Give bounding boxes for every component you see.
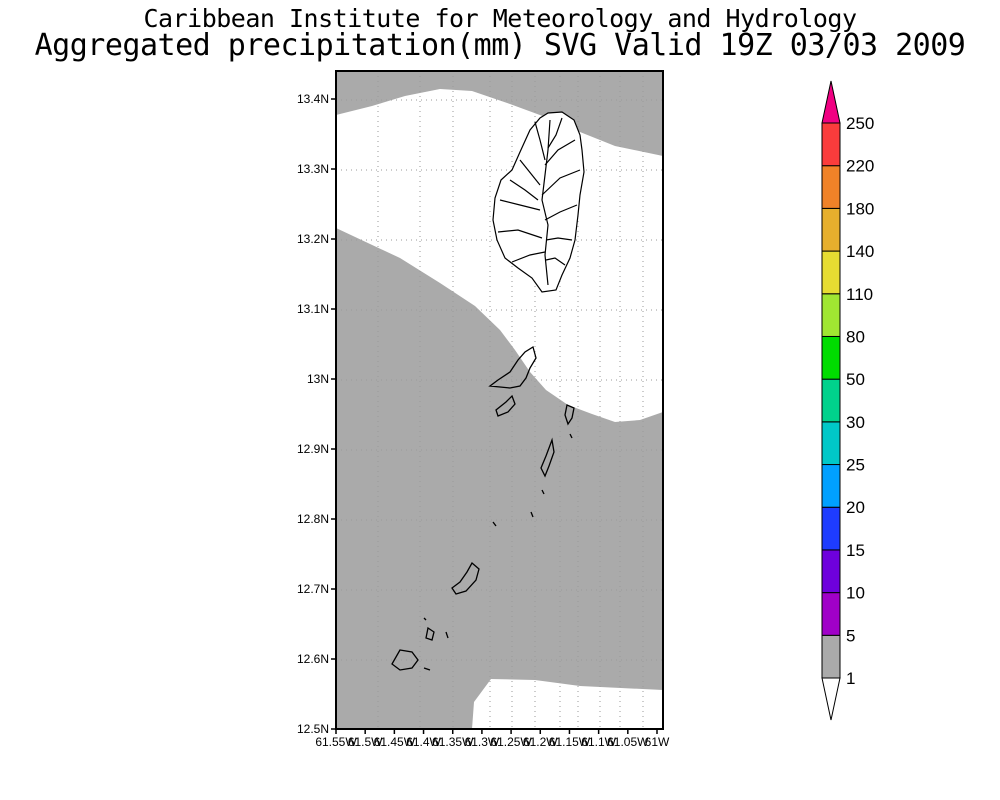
y-tick-label: 13.3N [297,162,329,176]
y-tick-label: 13.2N [297,232,329,246]
y-tick-label: 13.4N [297,92,329,106]
x-axis: 61.55W61.5W61.45W61.4W61.35W61.3W61.25W6… [315,729,670,749]
colorbar-label: 110 [846,285,873,304]
dry-region-south [472,679,663,729]
colorbar-bin [821,421,841,466]
y-tick-label: 12.5N [297,722,329,736]
x-tick-label: 61.15W [549,735,591,749]
x-tick-label: 61.25W [490,735,532,749]
colorbar-label: 1 [846,669,855,688]
x-tick-label: 61.2W [523,735,558,749]
colorbar-bin [821,634,841,679]
x-tick-label: 61.4W [406,735,441,749]
colorbar-bin [821,592,841,636]
x-tick-label: 61.3W [465,735,500,749]
y-axis: 12.5N 12.6N 12.7N 12.8N 12.9N 13N 13.1N 13.2N 13… [297,92,336,736]
x-tick-label: 61.35W [432,735,474,749]
colorbar-max-arrow [821,80,841,124]
colorbar-bin [821,293,841,337]
colorbar-label: 80 [846,327,865,346]
map-area [336,71,663,729]
x-tick-label: 61.45W [374,735,416,749]
colorbar-bin [821,250,841,295]
map-subtitle: Aggregated precipitation(mm) SVG Valid 1… [34,28,966,63]
colorbar-bin [821,122,841,167]
colorbar-min-arrow [821,677,841,721]
colorbar-bin [821,378,841,423]
colorbar-bin [821,506,841,551]
colorbar-label: 250 [846,114,874,133]
y-tick-label: 12.6N [297,652,329,666]
grenadines-islands [391,345,575,671]
y-tick-label: 13N [307,372,329,386]
colorbar-label: 180 [846,199,874,218]
colorbar-bin [821,464,841,508]
y-tick-label: 12.7N [297,582,329,596]
colorbar-label: 25 [846,456,865,475]
colorbar-label: 10 [846,584,865,603]
y-tick-label: 12.8N [297,512,329,526]
map-title: Caribbean Institute for Meteorology and … [143,4,857,33]
x-tick-label: 61.05W [607,735,649,749]
map-frame [335,70,664,730]
colorbar-label: 15 [846,541,865,560]
colorbar-bin [821,207,841,252]
colorbar-label: 220 [846,157,874,176]
colorbar-label: 50 [846,370,865,389]
x-tick-label: 61.1W [581,735,616,749]
x-tick-label: 61W [645,735,670,749]
colorbar-bin [821,335,841,380]
y-tick-label: 12.9N [297,442,329,456]
colorbar-label: 30 [846,413,865,432]
x-tick-label: 61.5W [348,735,383,749]
colorbar-bin [821,549,841,594]
colorbar-label: 5 [846,626,855,645]
colorbar-label: 140 [846,242,874,261]
x-tick-label: 61.55W [315,735,357,749]
colorbar-bin [821,165,841,209]
colorbar-label: 20 [846,498,865,517]
y-tick-label: 13.1N [297,302,329,316]
st-lucia-island [492,111,585,293]
